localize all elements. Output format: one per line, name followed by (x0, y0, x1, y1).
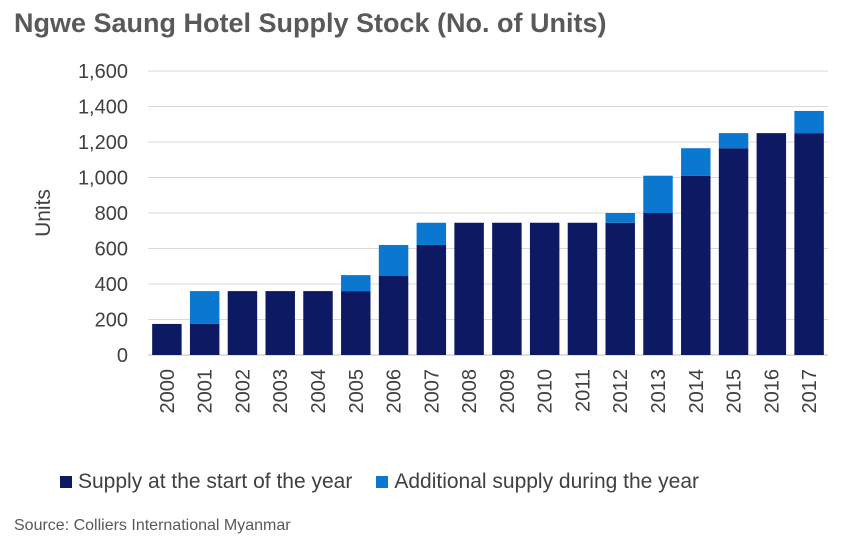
legend-item-additional-supply: Additional supply during the year (376, 470, 699, 494)
legend-label-start-supply: Supply at the start of the year (78, 470, 353, 493)
bar-additional-supply (416, 222, 447, 245)
bar-additional-supply (378, 244, 409, 277)
legend-label-additional-supply: Additional supply during the year (394, 470, 700, 493)
bar-start-supply (718, 148, 749, 355)
bar-additional-supply (718, 133, 749, 149)
bar-start-supply (492, 222, 522, 355)
bar-start-supply (303, 291, 333, 355)
bar-additional-supply (341, 275, 371, 292)
chart-title: Ngwe Saung Hotel Supply Stock (No. of Un… (14, 8, 607, 38)
x-tick-label: 2001 (195, 369, 217, 414)
x-tick-label: 2004 (308, 369, 330, 414)
bar-start-supply (567, 222, 598, 355)
x-tick-label: 2017 (799, 369, 821, 414)
bar-additional-supply (681, 148, 711, 176)
bar-start-supply (341, 291, 371, 355)
y-tick-label: 600 (95, 239, 128, 261)
x-tick-label: 2012 (610, 369, 632, 414)
x-tick-label: 2003 (270, 369, 292, 414)
bar-start-supply (265, 291, 295, 355)
x-tick-label: 2016 (761, 369, 783, 414)
chart-plot: 0 200 400 600 800 1,000 1,200 1,400 1,600 Units 20… (32, 61, 828, 414)
x-tick-label: 2015 (724, 369, 746, 414)
bar-start-supply (189, 323, 220, 355)
x-tick-label: 2006 (384, 369, 406, 414)
bar-start-supply (454, 222, 484, 355)
bar-start-supply (416, 244, 447, 355)
x-tick-label: 2010 (535, 369, 557, 414)
y-tick-label: 400 (95, 274, 128, 296)
x-tick-label: 2000 (157, 369, 179, 414)
y-tick-label: 1,400 (78, 97, 128, 119)
y-tick-label: 200 (95, 310, 128, 332)
y-tick-label: 800 (95, 203, 128, 225)
bar-start-supply (152, 323, 182, 355)
bar-start-supply (756, 133, 787, 355)
bar-additional-supply (643, 175, 673, 213)
x-tick-label: 2014 (686, 369, 708, 414)
bar-additional-supply (605, 213, 635, 223)
x-tick-label: 2005 (346, 369, 368, 414)
x-tick-label: 2011 (572, 369, 594, 412)
x-tick-label: 2009 (497, 369, 519, 414)
y-tick-label: 1,200 (78, 132, 128, 154)
bar-start-supply (378, 276, 409, 355)
chart-source: Source: Colliers International Myanmar (14, 517, 291, 534)
x-tick-label: 2013 (648, 369, 670, 414)
bar-start-supply (605, 222, 635, 355)
bar-start-supply (681, 175, 711, 355)
bar-additional-supply (794, 110, 824, 134)
y-axis-label: Units (32, 189, 55, 237)
legend-item-start-supply: Supply at the start of the year (60, 470, 352, 494)
x-tick-label: 2007 (421, 369, 443, 414)
y-tick-label: 1,000 (78, 168, 128, 190)
bar-additional-supply (189, 291, 220, 324)
legend-swatch-additional-supply (376, 476, 389, 488)
bar-start-supply (643, 213, 673, 355)
bar-start-supply (529, 222, 560, 355)
y-tick-label: 1,600 (78, 61, 128, 83)
bar-start-supply (227, 291, 258, 355)
bar-start-supply (794, 133, 824, 355)
x-tick-label: 2002 (232, 369, 254, 414)
y-tick-label: 0 (117, 345, 128, 367)
legend-swatch-start-supply (60, 476, 72, 488)
x-tick-label: 2008 (459, 369, 481, 414)
chart-legend: Supply at the start of the year Addition… (60, 470, 723, 494)
